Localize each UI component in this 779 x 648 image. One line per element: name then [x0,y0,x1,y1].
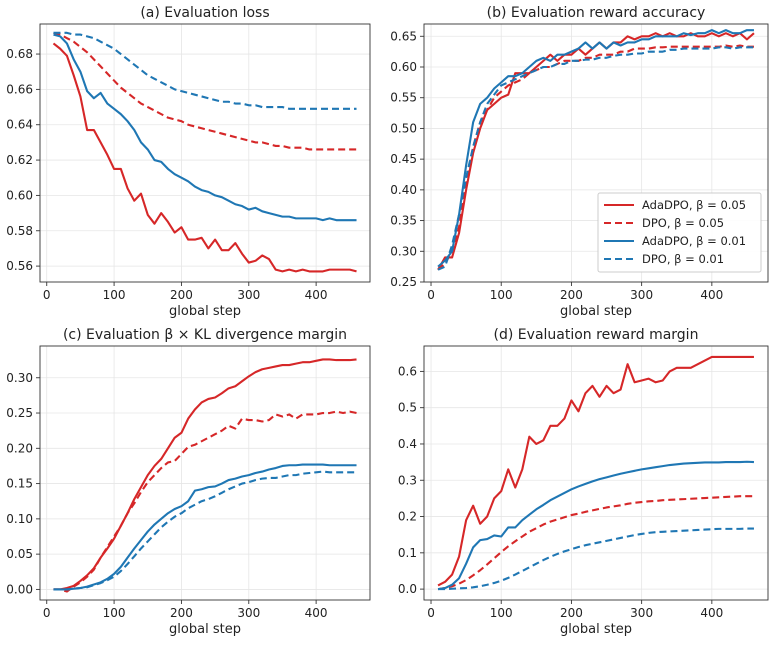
panel-a-series-adadpo-0-05 [52,42,357,273]
panel-d-ytick-label-3: 0.3 [398,473,417,487]
panel-c-series-adadpo-0-05 [53,358,357,591]
panel-b-ytick-label-2: 0.35 [390,214,417,228]
panel-c-series-adadpo-0-01 [53,463,357,591]
legend-label-2: AdaDPO, β = 0.01 [642,234,746,248]
panel-b-series-dpo-0-01 [437,46,754,271]
panel-d-ytick-label-2: 0.2 [398,510,417,524]
panel-a-ytick-label-1: 0.58 [6,224,33,238]
panel-a-xtick-label-1: 100 [103,288,126,302]
panel-a-frame [39,23,371,283]
panel-b-ytick-label-6: 0.55 [390,91,417,105]
panel-b-ytick-label-0: 0.25 [390,275,417,289]
panel-d-ytick-label-5: 0.5 [398,401,417,415]
panel-a-ytick-label-6: 0.68 [6,47,33,61]
panel-b-ytick-label-1: 0.30 [390,244,417,258]
panel-a-ytick-label-0: 0.56 [6,259,33,273]
legend: AdaDPO, β = 0.05 DPO, β = 0.05 AdaDPO, β =… [597,192,762,273]
panel-b-ytick-label-3: 0.40 [390,183,417,197]
panel-c-ytick-label-4: 0.20 [6,441,33,455]
panel-d-series-adadpo-0-01 [437,460,755,591]
panel-b-ytick-label-8: 0.65 [390,29,417,43]
panel-d-series-adadpo-0-05 [437,355,754,587]
panel-c-series-dpo-0-01 [53,470,357,591]
panel-b-xtick-label-1: 100 [490,288,513,302]
panel-a-ytick-label-3: 0.62 [6,153,33,167]
panel-d-xtick-label-2: 200 [560,606,583,620]
panel-d-xtick-label-0: 0 [427,606,435,620]
panel-b: 0.25 0.30 0.35 0.40 0.45 0.50 0.55 0.60 0.65 0 100… [390,5,769,319]
legend-label-0: AdaDPO, β = 0.05 [642,198,746,212]
panel-c-xlabel: global step [169,622,241,637]
panel-d-frame [423,345,769,601]
panel-d-xtick-label-1: 100 [490,606,513,620]
panel-b-frame [423,23,769,283]
panel-b-ytick-label-5: 0.50 [390,121,417,135]
panel-c-ytick-label-5: 0.25 [6,406,33,420]
panel-a-title: (a) Evaluation loss [140,5,269,21]
panel-b-xtick-label-2: 200 [560,288,583,302]
panel-a-series-adadpo-0-01 [53,33,357,222]
panel-c-ytick-label-6: 0.30 [6,371,33,385]
panel-b-series-dpo-0-05 [437,44,754,271]
panel-d-xtick-label-4: 400 [700,606,723,620]
panel-b-xtick-label-4: 400 [700,288,723,302]
panel-d-ytick-label-4: 0.4 [398,437,417,451]
panel-c-series-dpo-0-05 [53,410,357,593]
panel-d-ytick-label-6: 0.6 [398,364,417,378]
panel-d-xtick-label-3: 300 [630,606,653,620]
panel-c-ytick-label-1: 0.05 [6,547,33,561]
panel-c-ytick-label-3: 0.15 [6,477,33,491]
panel-b-xtick-label-0: 0 [427,288,435,302]
panel-b-ytick-label-4: 0.45 [390,152,417,166]
panel-a-series-dpo-0-01 [53,31,357,110]
panel-c-xtick-label-4: 400 [305,606,328,620]
panel-b-xtick-label-3: 300 [630,288,653,302]
panel-a: 0.56 0.58 0.60 0.62 0.64 0.66 0.68 0 100 200 300 40… [6,5,371,319]
panel-c: 0.00 0.05 0.10 0.15 0.20 0.25 0.30 0 100 200 300 40… [6,327,371,637]
panel-c-xtick-label-0: 0 [43,606,51,620]
panel-d-series-dpo-0-05 [437,495,754,591]
legend-label-3: DPO, β = 0.01 [642,252,724,266]
panel-a-ytick-label-4: 0.64 [6,118,33,132]
panel-a-xtick-label-4: 400 [305,288,328,302]
panel-c-ytick-label-2: 0.10 [6,512,33,526]
panel-a-ytick-label-5: 0.66 [6,82,33,96]
panel-d-title: (d) Evaluation reward margin [494,327,699,343]
panel-b-ytick-label-7: 0.60 [390,60,417,74]
panel-d-xlabel: global step [560,622,632,637]
legend-label-1: DPO, β = 0.05 [642,216,724,230]
panel-c-ytick-label-0: 0.00 [6,582,33,596]
panel-d-ytick-label-1: 0.1 [398,546,417,560]
panel-d-ytick-label-0: 0.0 [398,582,417,596]
panel-c-xtick-label-3: 300 [237,606,260,620]
legend-box [597,192,762,273]
panel-a-xtick-label-0: 0 [43,288,51,302]
panel-b-xlabel: global step [560,304,632,319]
panel-c-frame [39,345,371,601]
panel-a-xtick-label-3: 300 [237,288,260,302]
panel-c-xtick-label-1: 100 [103,606,126,620]
panel-a-series-dpo-0-05 [53,31,357,151]
panel-a-ytick-label-2: 0.60 [6,188,33,202]
panel-d: 0.0 0.1 0.2 0.3 0.4 0.5 0.6 0 100 200 300 400 (d) Ev… [398,327,769,637]
panel-a-xlabel: global step [169,304,241,319]
panel-b-series-adadpo-0-01 [437,29,754,268]
panel-c-title: (c) Evaluation β × KL divergence margin [63,327,347,343]
panel-d-series-dpo-0-01 [438,527,754,591]
panel-c-xtick-label-2: 200 [170,606,193,620]
panel-a-xtick-label-2: 200 [170,288,193,302]
panel-b-title: (b) Evaluation reward accuracy [487,5,706,21]
